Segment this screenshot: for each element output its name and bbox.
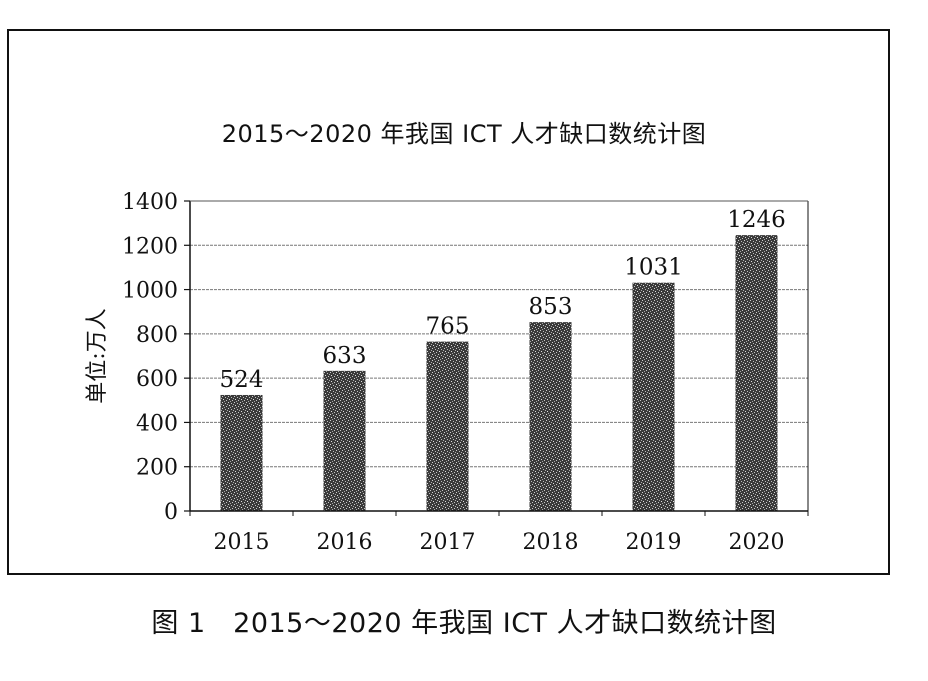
chart-title: 2015～2020 年我国 ICT 人才缺口数统计图 [221, 120, 707, 148]
x-tick-label: 2018 [523, 530, 579, 555]
bar-2018 [529, 322, 572, 511]
y-tick-label: 1200 [122, 234, 178, 259]
data-label-2019: 1031 [624, 255, 683, 281]
axes [184, 200, 809, 516]
y-tick-label: 400 [136, 411, 178, 436]
chart-frame [7, 29, 890, 575]
y-tick-label: 200 [136, 456, 178, 481]
x-tick-labels: 2015 2016 2017 2018 2019 2020 [214, 530, 785, 555]
x-tick-label: 2015 [214, 530, 270, 555]
data-label-2020: 1246 [727, 207, 786, 233]
y-tick-label: 1400 [122, 190, 178, 215]
y-tick-label: 600 [136, 367, 178, 392]
data-label-2015: 524 [220, 367, 264, 393]
x-tick-label: 2016 [317, 530, 373, 555]
bar-2017 [426, 341, 469, 511]
data-label-2017: 765 [426, 314, 470, 340]
figure-caption: 图 1 2015～2020 年我国 ICT 人才缺口数统计图 [151, 608, 777, 639]
bars [220, 235, 778, 511]
bar-2020 [735, 235, 778, 511]
x-tick-label: 2019 [626, 530, 682, 555]
data-label-2016: 633 [323, 343, 367, 369]
bar-2015 [220, 394, 263, 511]
y-tick-label: 800 [136, 323, 178, 348]
gridlines [190, 200, 808, 468]
y-tick-label: 1000 [122, 279, 178, 304]
x-tick-label: 2020 [729, 530, 785, 555]
bar-2019 [632, 282, 675, 511]
y-tick-label: 0 [164, 500, 178, 525]
x-tick-label: 2017 [420, 530, 476, 555]
y-axis-label: 单位:万人 [85, 308, 110, 403]
y-tick-labels: 0 200 400 600 800 1000 1200 1400 [122, 190, 178, 525]
data-label-2018: 853 [529, 294, 573, 320]
bar-2016 [323, 370, 366, 511]
data-labels: 524 633 765 853 1031 1246 [220, 207, 786, 393]
